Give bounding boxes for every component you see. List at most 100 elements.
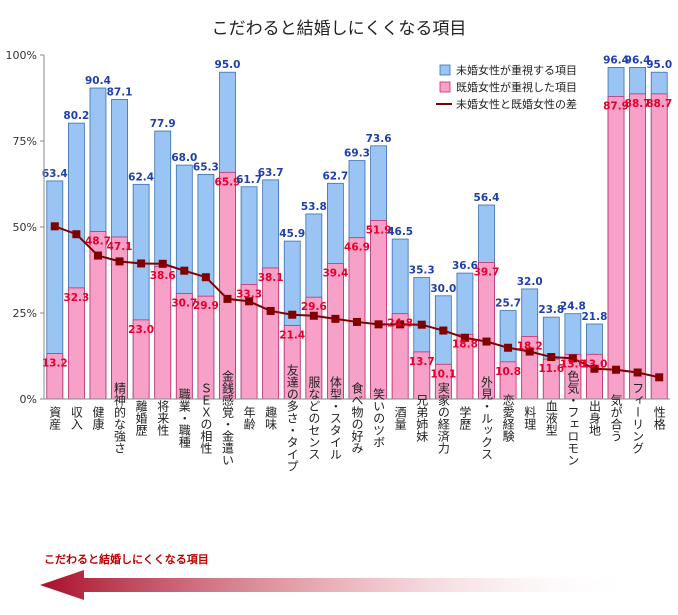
y-tick-label: 50% [13, 221, 37, 234]
label-unmarried: 96.4 [603, 54, 629, 66]
category-label: 服などのセンス [307, 376, 321, 460]
label-unmarried: 63.4 [42, 168, 68, 180]
legend-swatch-married [439, 81, 451, 93]
label-married: 30.7 [171, 297, 197, 309]
label-married: 13.7 [409, 356, 435, 368]
label-married: 47.1 [107, 241, 133, 253]
label-married: 88.7 [625, 98, 651, 110]
label-married: 21.4 [279, 329, 305, 341]
label-unmarried: 90.4 [85, 75, 111, 87]
category-label: ＳＥＸの相性 [199, 382, 213, 455]
label-unmarried: 23.8 [538, 304, 564, 316]
bar-married [629, 93, 647, 400]
bar-married [262, 267, 280, 400]
label-unmarried: 77.9 [150, 118, 176, 130]
label-unmarried: 35.3 [409, 265, 435, 277]
point-difference [180, 266, 189, 275]
bar-married [154, 265, 172, 400]
point-difference [288, 310, 297, 319]
label-married: 38.6 [150, 270, 176, 282]
point-difference [158, 259, 167, 268]
category-label: 食べ物の好み [350, 381, 364, 454]
label-unmarried: 56.4 [474, 192, 500, 204]
category-label: 酒量 [393, 406, 407, 430]
category-label: 資産 [48, 406, 62, 431]
arrow-label: こだわると結婚しにくくなる項目 [44, 553, 209, 566]
point-difference [266, 306, 275, 315]
label-unmarried: 63.7 [258, 167, 284, 179]
category-label: 離婚歴 [134, 400, 148, 437]
y-tick-label: 75% [13, 135, 37, 148]
point-difference [439, 326, 448, 335]
bar-married [67, 287, 85, 400]
label-unmarried: 61.7 [236, 174, 262, 186]
chart-title: こだわると結婚しにくくなる項目 [211, 19, 467, 39]
point-difference [612, 365, 621, 374]
label-unmarried: 36.6 [452, 260, 478, 272]
category-label: 精神的な強さ [113, 382, 127, 454]
point-difference [504, 343, 513, 352]
label-unmarried: 45.9 [279, 228, 305, 240]
point-difference [590, 364, 599, 373]
label-married: 32.3 [63, 292, 89, 304]
category-label: 気が合う [609, 393, 623, 442]
label-unmarried: 68.0 [171, 152, 197, 164]
label-married: 65.9 [215, 176, 241, 188]
label-unmarried: 24.8 [560, 301, 586, 313]
category-label: 趣味 [264, 405, 278, 430]
legend-label-unmarried: 未婚女性が重視する項目 [456, 63, 577, 77]
point-difference [374, 320, 383, 329]
label-unmarried: 62.7 [322, 170, 348, 182]
label-unmarried: 95.0 [215, 59, 241, 71]
point-difference [50, 222, 59, 231]
category-label: 血液型 [544, 400, 558, 436]
y-tick-label: 100% [6, 49, 37, 62]
bar-married [219, 171, 236, 400]
label-married: 38.1 [258, 272, 284, 284]
label-unmarried: 32.0 [517, 276, 543, 288]
point-difference [201, 273, 210, 282]
point-difference [115, 257, 124, 266]
direction-arrow [40, 570, 640, 600]
category-label: 兄弟姉妹 [415, 394, 429, 442]
point-difference [417, 320, 426, 329]
label-unmarried: 96.4 [625, 54, 651, 66]
label-married: 39.7 [474, 266, 500, 278]
label-married: 10.8 [495, 366, 521, 378]
category-label: 職業・職種 [177, 388, 191, 448]
label-unmarried: 30.0 [430, 283, 456, 295]
point-difference [353, 317, 361, 326]
category-label: 色気・フェロモン [566, 370, 580, 466]
category-label: 料理 [523, 406, 537, 430]
y-tick-label: 0% [20, 393, 37, 406]
label-married: 13.2 [42, 358, 68, 370]
point-difference [525, 347, 534, 356]
bar-married [607, 96, 625, 400]
label-married: 29.6 [301, 301, 327, 313]
label-unmarried: 46.5 [387, 226, 413, 238]
label-unmarried: 25.7 [495, 298, 521, 310]
label-married: 88.7 [646, 98, 672, 110]
category-label: 将来性 [156, 400, 170, 437]
label-married: 39.4 [322, 267, 348, 279]
point-difference [633, 368, 642, 377]
label-married: 46.9 [344, 242, 370, 254]
category-label: フィーリング [631, 382, 645, 454]
legend-label-married: 既婚女性が重視した項目 [456, 80, 577, 94]
category-label: 恋愛経験 [501, 393, 515, 443]
category-label: 友達の多さ・タイプ [285, 364, 299, 472]
label-married: 24.8 [387, 318, 413, 330]
label-married: 23.0 [128, 324, 154, 336]
label-married: 48.7 [85, 235, 111, 247]
bar-married [370, 220, 387, 400]
label-married: 11.6 [538, 363, 564, 375]
category-label: 学歴 [458, 405, 472, 431]
legend-label-difference: 未婚女性と既婚女性の差 [456, 97, 577, 111]
point-difference [568, 354, 577, 363]
point-difference [309, 311, 318, 320]
label-married: 29.9 [193, 300, 219, 312]
point-difference [547, 353, 556, 362]
label-married: 13.0 [560, 358, 586, 370]
